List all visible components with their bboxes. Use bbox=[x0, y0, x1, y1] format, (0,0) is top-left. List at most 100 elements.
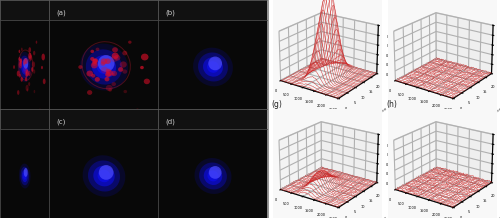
Ellipse shape bbox=[23, 58, 26, 64]
Ellipse shape bbox=[94, 77, 100, 82]
Ellipse shape bbox=[88, 160, 120, 192]
Ellipse shape bbox=[92, 55, 116, 79]
Ellipse shape bbox=[100, 61, 105, 66]
Ellipse shape bbox=[39, 109, 41, 113]
Ellipse shape bbox=[32, 61, 35, 68]
Ellipse shape bbox=[82, 155, 126, 197]
Ellipse shape bbox=[111, 56, 117, 62]
Ellipse shape bbox=[91, 62, 98, 68]
Ellipse shape bbox=[208, 171, 218, 181]
Ellipse shape bbox=[22, 170, 28, 182]
Ellipse shape bbox=[33, 69, 35, 74]
Ellipse shape bbox=[112, 53, 118, 59]
Text: (h): (h) bbox=[386, 100, 397, 109]
Ellipse shape bbox=[96, 60, 111, 74]
Ellipse shape bbox=[17, 90, 20, 95]
Ellipse shape bbox=[86, 49, 122, 85]
Ellipse shape bbox=[104, 58, 111, 64]
Text: (b): (b) bbox=[165, 10, 175, 16]
Ellipse shape bbox=[20, 77, 23, 82]
Ellipse shape bbox=[23, 172, 26, 180]
Ellipse shape bbox=[105, 72, 111, 77]
Ellipse shape bbox=[106, 85, 112, 91]
Ellipse shape bbox=[26, 70, 29, 76]
X-axis label: Distance / nm: Distance / nm bbox=[392, 113, 420, 125]
Ellipse shape bbox=[20, 62, 22, 66]
Ellipse shape bbox=[112, 73, 115, 76]
Y-axis label: Z-slice: Z-slice bbox=[376, 215, 388, 218]
Y-axis label: Z-slice: Z-slice bbox=[490, 215, 500, 218]
Ellipse shape bbox=[101, 67, 108, 73]
Ellipse shape bbox=[140, 66, 144, 69]
Ellipse shape bbox=[17, 71, 20, 77]
Ellipse shape bbox=[112, 82, 116, 86]
Ellipse shape bbox=[122, 69, 127, 74]
Ellipse shape bbox=[20, 59, 22, 64]
Ellipse shape bbox=[42, 54, 45, 60]
Ellipse shape bbox=[204, 167, 222, 185]
Ellipse shape bbox=[198, 53, 228, 82]
Ellipse shape bbox=[90, 57, 94, 61]
Ellipse shape bbox=[19, 62, 22, 68]
Ellipse shape bbox=[26, 72, 28, 77]
Ellipse shape bbox=[28, 71, 30, 76]
Ellipse shape bbox=[144, 79, 150, 84]
Ellipse shape bbox=[36, 41, 38, 44]
Ellipse shape bbox=[203, 57, 223, 77]
Ellipse shape bbox=[94, 166, 114, 186]
Ellipse shape bbox=[33, 51, 35, 55]
Ellipse shape bbox=[28, 56, 31, 62]
Ellipse shape bbox=[24, 58, 28, 69]
Ellipse shape bbox=[124, 90, 127, 93]
Ellipse shape bbox=[122, 51, 128, 55]
Ellipse shape bbox=[98, 55, 114, 72]
X-axis label: Distance / nm: Distance / nm bbox=[278, 113, 306, 125]
Ellipse shape bbox=[98, 170, 110, 182]
Ellipse shape bbox=[24, 67, 26, 73]
Ellipse shape bbox=[43, 79, 46, 84]
Ellipse shape bbox=[194, 158, 232, 194]
Y-axis label: Z-slice: Z-slice bbox=[376, 106, 388, 117]
Ellipse shape bbox=[19, 74, 21, 78]
Ellipse shape bbox=[141, 54, 148, 60]
Ellipse shape bbox=[18, 57, 20, 61]
Ellipse shape bbox=[28, 53, 32, 59]
Ellipse shape bbox=[41, 66, 43, 69]
Ellipse shape bbox=[104, 77, 110, 81]
Ellipse shape bbox=[13, 65, 15, 69]
Ellipse shape bbox=[24, 168, 28, 177]
Ellipse shape bbox=[91, 74, 96, 78]
Ellipse shape bbox=[114, 55, 120, 61]
Ellipse shape bbox=[28, 73, 29, 76]
Ellipse shape bbox=[92, 61, 98, 66]
Ellipse shape bbox=[96, 48, 100, 51]
Ellipse shape bbox=[28, 47, 31, 53]
Ellipse shape bbox=[18, 52, 32, 82]
Ellipse shape bbox=[21, 59, 28, 75]
Ellipse shape bbox=[199, 163, 227, 189]
Ellipse shape bbox=[120, 61, 127, 68]
Ellipse shape bbox=[20, 167, 29, 185]
Ellipse shape bbox=[108, 89, 112, 92]
Ellipse shape bbox=[30, 55, 32, 61]
Ellipse shape bbox=[86, 71, 93, 77]
Ellipse shape bbox=[22, 62, 27, 72]
Ellipse shape bbox=[207, 61, 219, 73]
Ellipse shape bbox=[34, 90, 35, 93]
Ellipse shape bbox=[111, 71, 117, 76]
Ellipse shape bbox=[23, 61, 26, 66]
Y-axis label: Z-slice: Z-slice bbox=[490, 106, 500, 117]
Ellipse shape bbox=[99, 165, 114, 180]
Ellipse shape bbox=[128, 41, 132, 44]
Ellipse shape bbox=[93, 58, 98, 63]
Ellipse shape bbox=[18, 50, 20, 53]
Ellipse shape bbox=[78, 65, 82, 69]
Ellipse shape bbox=[26, 85, 29, 91]
Ellipse shape bbox=[20, 58, 22, 63]
Ellipse shape bbox=[112, 47, 118, 53]
Ellipse shape bbox=[193, 48, 233, 86]
Ellipse shape bbox=[100, 58, 107, 64]
Ellipse shape bbox=[20, 61, 22, 66]
Text: (a): (a) bbox=[56, 10, 66, 16]
Ellipse shape bbox=[21, 48, 22, 51]
